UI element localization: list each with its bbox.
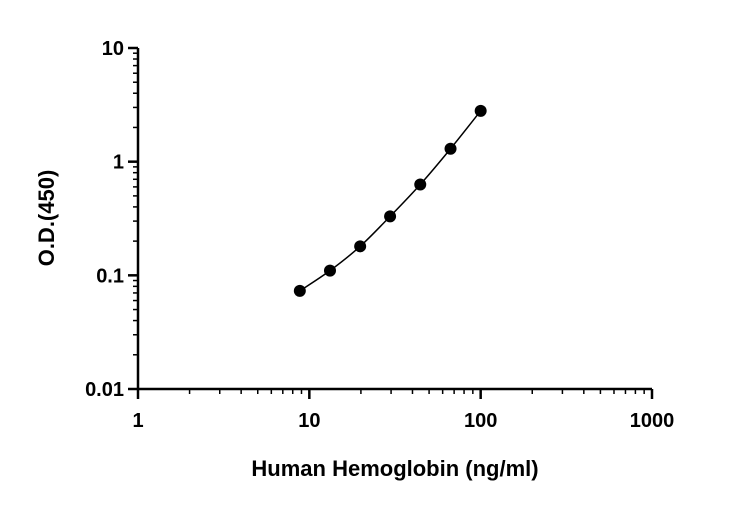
x-tick-label: 100: [464, 410, 497, 432]
x-tick-label: 10: [298, 410, 320, 432]
data-point: [474, 104, 487, 117]
x-axis-title: Human Hemoglobin (ng/ml): [251, 456, 538, 481]
y-tick-label: 1: [113, 152, 124, 174]
data-point: [354, 240, 367, 253]
y-tick-label: 10: [102, 38, 124, 60]
data-point: [384, 210, 397, 223]
x-tick-label: 1000: [630, 410, 675, 432]
x-tick-label: 1: [132, 410, 143, 432]
data-point: [293, 284, 306, 297]
data-point: [444, 142, 457, 155]
y-tick-label: 0.1: [96, 265, 124, 287]
y-axis-title: O.D.(450): [34, 170, 59, 267]
y-tick-label: 0.01: [85, 379, 124, 401]
data-point: [414, 178, 427, 191]
fit-line: [299, 110, 482, 292]
data-point: [323, 264, 336, 277]
